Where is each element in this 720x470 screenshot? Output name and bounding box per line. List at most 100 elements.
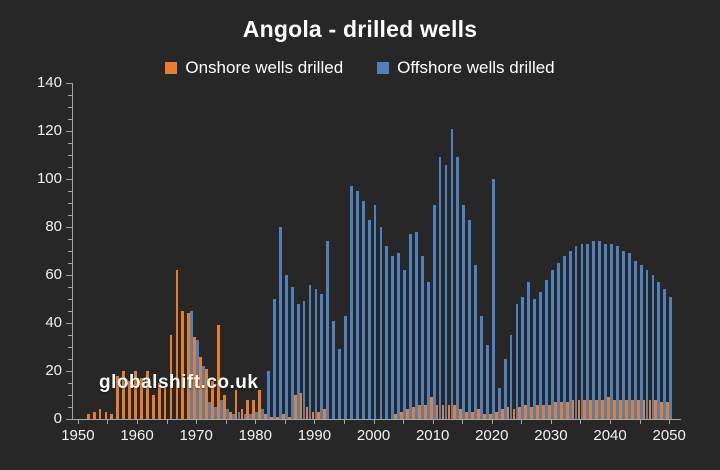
bar-offshore-2000 — [373, 205, 377, 419]
bar-onshore-2004 — [394, 414, 398, 419]
bar-offshore-1980 — [255, 411, 259, 419]
bar-offshore-2039 — [604, 243, 608, 419]
y-tick — [66, 322, 72, 324]
bar-offshore-2040 — [610, 243, 613, 419]
x-tick-label-2000: 2000 — [356, 427, 391, 444]
x-tick — [669, 419, 671, 424]
bar-onshore-2031 — [553, 402, 557, 419]
bar-offshore-1996 — [349, 186, 353, 419]
bar-offshore-2006 — [409, 234, 412, 419]
y-tick — [68, 238, 72, 240]
x-tick — [196, 419, 198, 424]
bar-onshore-2005 — [400, 411, 403, 419]
x-tick — [373, 419, 375, 424]
bar-offshore-2010 — [432, 205, 436, 419]
y-tick — [68, 406, 72, 408]
x-tick-label-1960: 1960 — [120, 427, 154, 444]
bar-onshore-1961 — [140, 378, 143, 419]
bar-offshore-2028 — [539, 291, 542, 419]
bar-onshore-1960 — [134, 371, 137, 419]
y-tick — [68, 394, 72, 396]
bar-onshore-2042 — [618, 399, 622, 419]
bar-offshore-1974 — [219, 399, 223, 419]
bar-onshore-1971 — [199, 356, 202, 419]
y-tick-label-20: 20 — [45, 362, 62, 379]
bar-offshore-1990 — [314, 289, 318, 419]
bar-onshore-1979 — [246, 399, 250, 419]
bar-onshore-1959 — [128, 380, 132, 419]
bar-onshore-1955 — [104, 411, 108, 419]
bar-onshore-1981 — [258, 390, 262, 419]
bar-onshore-2026 — [524, 404, 528, 419]
y-tick — [66, 226, 72, 228]
bar-offshore-1982 — [267, 371, 270, 419]
bar-onshore-2039 — [601, 399, 605, 419]
bar-onshore-1964 — [157, 383, 161, 419]
bar-offshore-2025 — [521, 296, 525, 419]
x-tick-label-2050: 2050 — [652, 427, 686, 444]
y-tick-label-140: 140 — [36, 74, 62, 91]
y-tick — [66, 82, 72, 84]
bar-onshore-1953 — [92, 411, 96, 419]
bar-onshore-2046 — [642, 399, 646, 419]
y-axis — [72, 83, 73, 419]
bar-offshore-2003 — [391, 255, 395, 419]
bar-offshore-1992 — [326, 241, 330, 419]
bar-offshore-2002 — [385, 246, 389, 419]
x-tick — [403, 419, 405, 424]
bar-offshore-2011 — [438, 157, 442, 419]
bar-offshore-2001 — [379, 227, 383, 419]
x-axis — [72, 419, 681, 420]
bar-onshore-2035 — [577, 399, 581, 419]
bar-offshore-2008 — [420, 255, 424, 419]
bar-onshore-1957 — [116, 375, 120, 419]
bar-onshore-1988 — [299, 392, 303, 419]
bar-onshore-2012 — [441, 404, 445, 419]
x-tick-label-1980: 1980 — [238, 427, 272, 444]
y-tick-label-80: 80 — [45, 218, 62, 235]
bar-offshore-2017 — [474, 265, 477, 419]
bar-onshore-2021 — [494, 411, 498, 419]
bar-onshore-2022 — [500, 409, 504, 419]
bar-offshore-2033 — [568, 251, 572, 419]
bar-onshore-2019 — [482, 414, 486, 419]
bar-onshore-2018 — [477, 409, 480, 419]
bar-offshore-1981 — [261, 409, 265, 419]
bar-onshore-2014 — [453, 404, 457, 419]
bar-offshore-2004 — [397, 253, 401, 419]
x-tick — [432, 419, 434, 424]
bar-offshore-1975 — [225, 409, 229, 419]
y-tick-label-40: 40 — [45, 314, 62, 331]
bar-onshore-2025 — [518, 407, 522, 419]
x-tick — [580, 419, 582, 424]
y-tick — [68, 154, 72, 156]
bar-onshore-1967 — [175, 270, 179, 419]
bar-onshore-2016 — [465, 411, 469, 419]
bar-onshore-2036 — [583, 399, 587, 419]
bar-onshore-2041 — [613, 399, 616, 419]
bar-onshore-1975 — [222, 395, 226, 419]
bar-offshore-2019 — [485, 344, 489, 419]
y-tick — [68, 334, 72, 336]
bar-onshore-2013 — [447, 404, 451, 419]
x-tick — [314, 419, 316, 424]
bar-onshore-1969 — [187, 313, 191, 419]
bar-onshore-1974 — [216, 325, 220, 419]
y-tick — [68, 202, 72, 204]
x-tick — [225, 419, 227, 424]
bar-onshore-2043 — [624, 399, 628, 419]
bar-offshore-1998 — [361, 200, 365, 419]
x-tick — [166, 419, 168, 424]
x-tick-label-2020: 2020 — [475, 427, 509, 444]
chart-title: Angola - drilled wells — [242, 16, 478, 42]
bar-offshore-1983 — [273, 299, 276, 419]
y-tick — [66, 274, 72, 276]
bar-onshore-1958 — [122, 371, 126, 419]
bar-offshore-2045 — [639, 265, 643, 419]
x-tick — [284, 419, 286, 424]
bar-onshore-1987 — [293, 395, 297, 419]
bar-offshore-2035 — [580, 243, 584, 419]
bar-offshore-2029 — [545, 279, 548, 419]
bar-offshore-1985 — [284, 275, 288, 419]
